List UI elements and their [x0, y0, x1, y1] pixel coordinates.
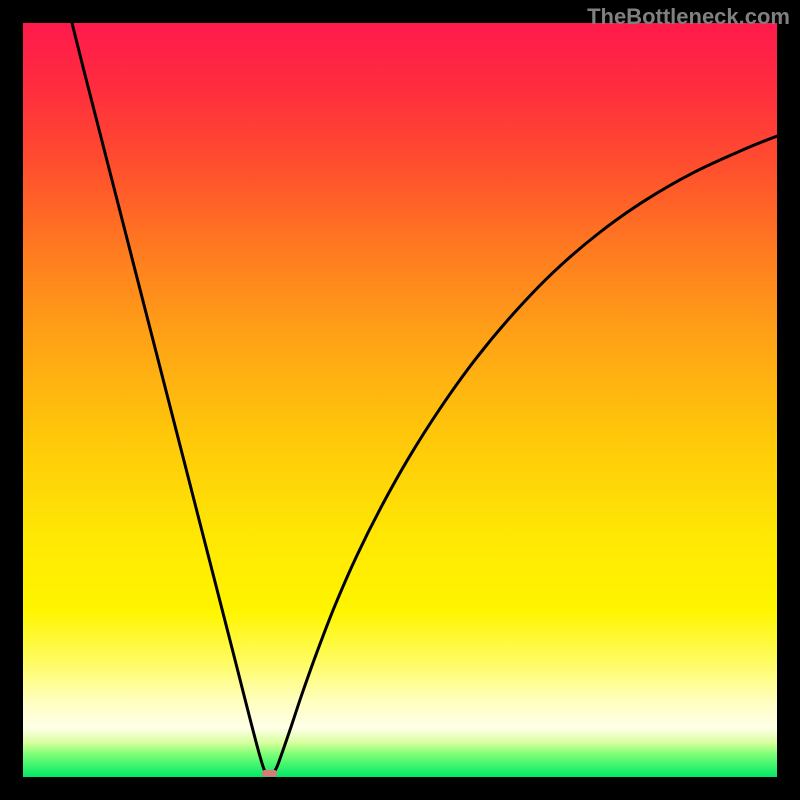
chart-background	[23, 23, 777, 777]
minimum-marker	[262, 770, 277, 777]
watermark-text: TheBottleneck.com	[587, 4, 790, 30]
bottleneck-chart	[0, 0, 800, 800]
